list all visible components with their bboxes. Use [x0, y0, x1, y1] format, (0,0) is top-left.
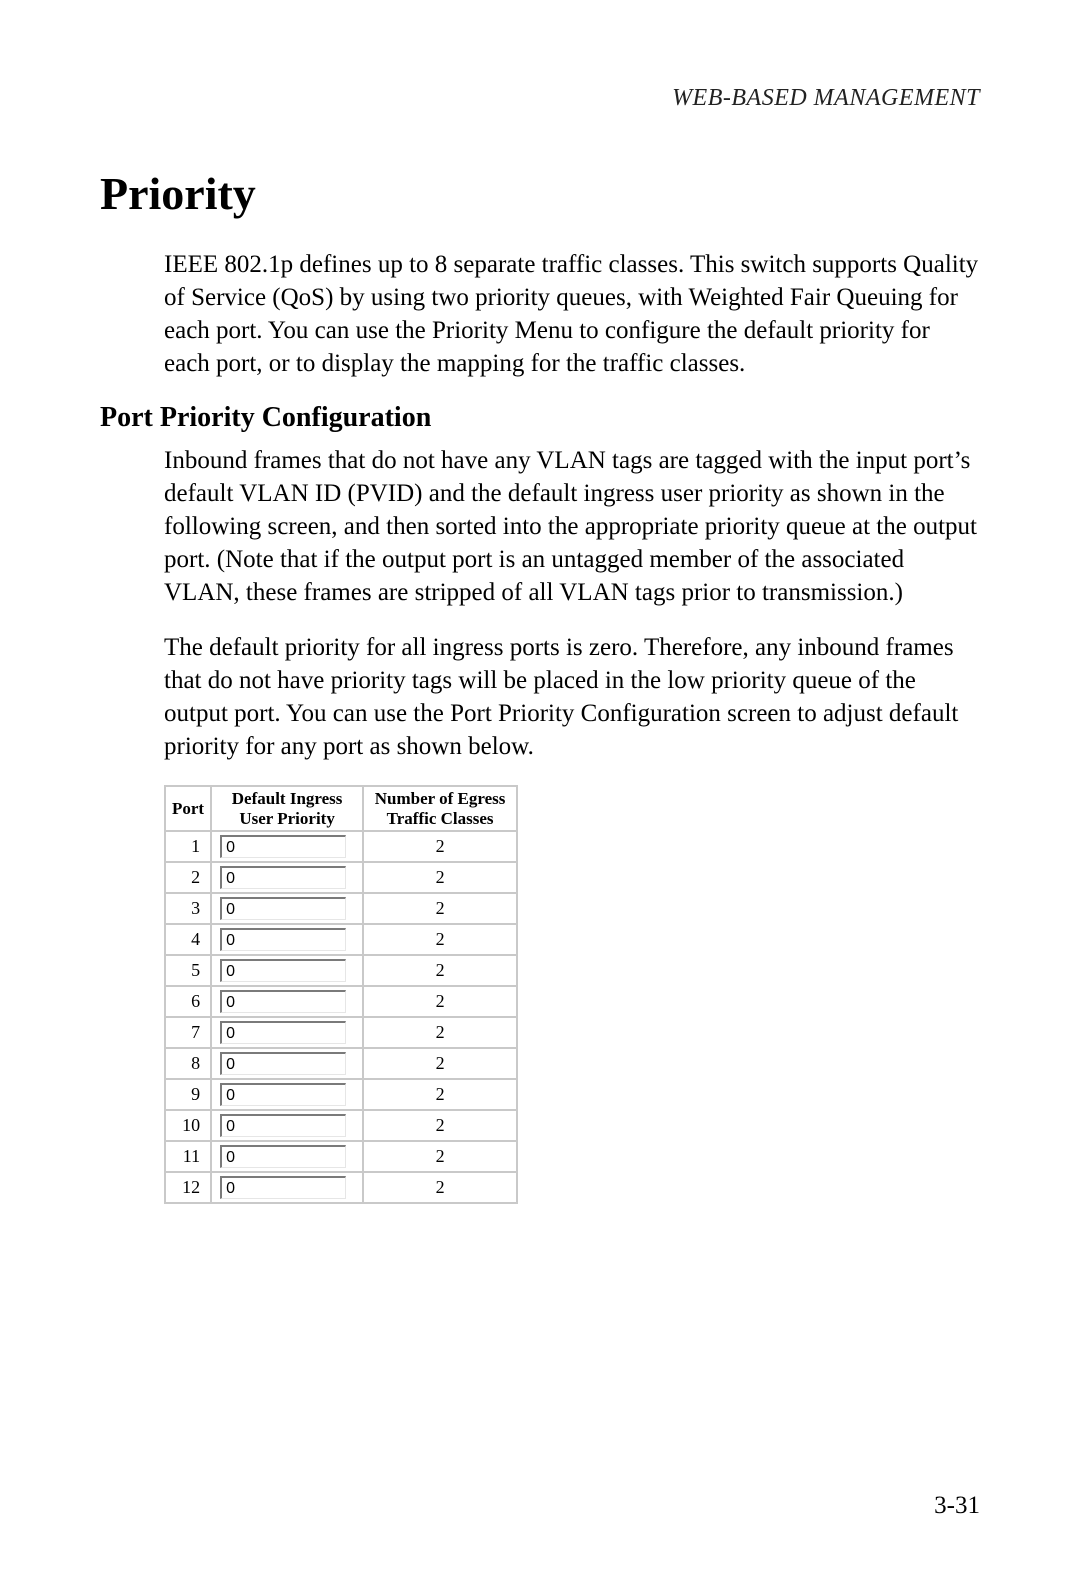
port-cell: 12 [165, 1172, 211, 1203]
ingress-priority-input[interactable]: 0 [220, 1052, 346, 1075]
intro-paragraph: IEEE 802.1p defines up to 8 separate tra… [100, 248, 980, 380]
egress-cell: 2 [363, 1079, 517, 1110]
egress-cell: 2 [363, 1048, 517, 1079]
section-paragraph-1: Inbound frames that do not have any VLAN… [100, 444, 980, 609]
ingress-cell: 0 [211, 1017, 363, 1048]
ingress-priority-input[interactable]: 0 [220, 1145, 346, 1168]
table-row: 302 [165, 893, 517, 924]
port-cell: 8 [165, 1048, 211, 1079]
egress-cell: 2 [363, 1017, 517, 1048]
ingress-cell: 0 [211, 1141, 363, 1172]
page-number: 3-31 [934, 1492, 980, 1520]
table-row: 702 [165, 1017, 517, 1048]
ingress-cell: 0 [211, 1172, 363, 1203]
table-row: 802 [165, 1048, 517, 1079]
table-row: 202 [165, 862, 517, 893]
col-header-egress-line1: Number of Egress [375, 789, 506, 808]
port-cell: 5 [165, 955, 211, 986]
ingress-cell: 0 [211, 893, 363, 924]
ingress-priority-input[interactable]: 0 [220, 1176, 346, 1199]
col-header-ingress-line1: Default Ingress [232, 789, 343, 808]
port-cell: 7 [165, 1017, 211, 1048]
section-heading: Port Priority Configuration [100, 402, 980, 434]
col-header-egress-line2: Traffic Classes [387, 809, 494, 828]
table-row: 12 02 [165, 1172, 517, 1203]
port-cell: 6 [165, 986, 211, 1017]
col-header-ingress-line2: User Priority [239, 809, 335, 828]
egress-cell: 2 [363, 1141, 517, 1172]
col-header-port: Port [165, 786, 211, 831]
running-head: WEB-BASED MANAGEMENT [100, 85, 980, 112]
ingress-cell: 0 [211, 986, 363, 1017]
col-header-egress: Number of Egress Traffic Classes [363, 786, 517, 831]
table-row: 102 [165, 831, 517, 862]
egress-cell: 2 [363, 1110, 517, 1141]
port-cell: 10 [165, 1110, 211, 1141]
ingress-priority-input[interactable]: 0 [220, 866, 346, 889]
egress-cell: 2 [363, 862, 517, 893]
ingress-cell: 0 [211, 1079, 363, 1110]
ingress-priority-input[interactable]: 0 [220, 835, 346, 858]
table-row: 502 [165, 955, 517, 986]
ingress-cell: 0 [211, 924, 363, 955]
port-priority-table: Port Default Ingress User Priority Numbe… [164, 785, 518, 1204]
egress-cell: 2 [363, 986, 517, 1017]
ingress-priority-input[interactable]: 0 [220, 1083, 346, 1106]
ingress-priority-input[interactable]: 0 [220, 897, 346, 920]
egress-cell: 2 [363, 831, 517, 862]
page-title: Priority [100, 167, 980, 220]
ingress-cell: 0 [211, 955, 363, 986]
ingress-priority-input[interactable]: 0 [220, 1114, 346, 1137]
table-row: 10 02 [165, 1110, 517, 1141]
port-cell: 11 [165, 1141, 211, 1172]
ingress-priority-input[interactable]: 0 [220, 959, 346, 982]
egress-cell: 2 [363, 893, 517, 924]
ingress-cell: 0 [211, 862, 363, 893]
port-priority-table-wrap: Port Default Ingress User Priority Numbe… [100, 785, 980, 1204]
ingress-cell: 0 [211, 1110, 363, 1141]
table-row: 602 [165, 986, 517, 1017]
page: WEB-BASED MANAGEMENT Priority IEEE 802.1… [0, 0, 1080, 1204]
col-header-ingress: Default Ingress User Priority [211, 786, 363, 831]
ingress-priority-input[interactable]: 0 [220, 1021, 346, 1044]
section-paragraph-2: The default priority for all ingress por… [100, 631, 980, 763]
port-cell: 4 [165, 924, 211, 955]
port-cell: 1 [165, 831, 211, 862]
ingress-priority-input[interactable]: 0 [220, 990, 346, 1013]
table-row: 11 02 [165, 1141, 517, 1172]
ingress-priority-input[interactable]: 0 [220, 928, 346, 951]
table-body: 102202302402502602702802902100211021202 [165, 831, 517, 1203]
ingress-cell: 0 [211, 831, 363, 862]
egress-cell: 2 [363, 924, 517, 955]
egress-cell: 2 [363, 955, 517, 986]
ingress-cell: 0 [211, 1048, 363, 1079]
table-header-row: Port Default Ingress User Priority Numbe… [165, 786, 517, 831]
port-cell: 9 [165, 1079, 211, 1110]
table-row: 402 [165, 924, 517, 955]
egress-cell: 2 [363, 1172, 517, 1203]
port-cell: 3 [165, 893, 211, 924]
table-row: 902 [165, 1079, 517, 1110]
port-cell: 2 [165, 862, 211, 893]
